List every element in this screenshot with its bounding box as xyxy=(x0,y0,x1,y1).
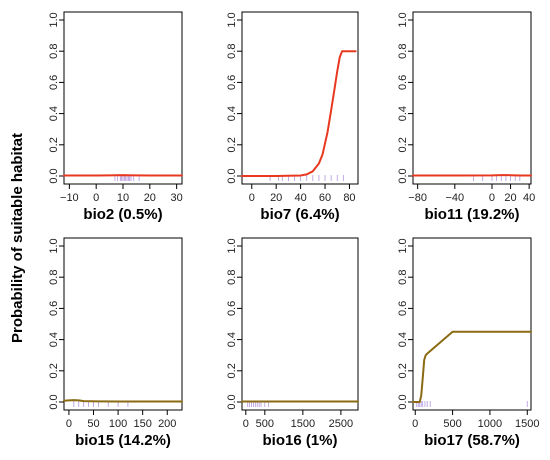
x-tick-label: 0 xyxy=(66,418,72,430)
panel-x-label: bio7 (6.4%) xyxy=(260,206,339,223)
plot-frame xyxy=(241,237,359,411)
x-tick-label: −40 xyxy=(445,192,464,204)
x-tick-label: 40 xyxy=(294,192,306,204)
panel-x-label: bio17 (58.7%) xyxy=(424,432,520,449)
y-tick-label: 0.8 xyxy=(48,270,60,285)
y-tick-label: 0.6 xyxy=(48,75,60,90)
plot-frame xyxy=(412,237,532,411)
y-tick-label: 0.0 xyxy=(48,394,60,409)
panel-x-label: bio2 (0.5%) xyxy=(83,206,162,223)
plot-frame xyxy=(63,11,183,185)
x-tick-label: 50 xyxy=(87,418,99,430)
y-tick-label: 0.6 xyxy=(226,75,238,90)
y-axis-label: Probability of suitable habitat xyxy=(9,133,26,343)
x-tick-label: 0 xyxy=(249,192,255,204)
y-tick-label: 0.4 xyxy=(397,332,409,347)
y-tick-label: 0.0 xyxy=(397,168,409,183)
x-tick-label: 30 xyxy=(171,192,183,204)
x-tick-label: 150 xyxy=(133,418,151,430)
x-tick-label: 0 xyxy=(93,192,99,204)
y-tick-label: 0.2 xyxy=(397,137,409,152)
y-tick-label: 0.8 xyxy=(397,270,409,285)
x-tick-label: 40 xyxy=(523,192,535,204)
x-tick-label: 100 xyxy=(109,418,127,430)
y-tick-label: 0.2 xyxy=(226,137,238,152)
y-tick-label: 0.4 xyxy=(226,106,238,121)
x-tick-label: 20 xyxy=(270,192,282,204)
y-tick-label: 0.4 xyxy=(48,332,60,347)
y-tick-label: 0.2 xyxy=(48,363,60,378)
y-tick-label: 0.4 xyxy=(397,106,409,121)
panel-bio15: 0.0 0.2 0.4 0.6 0.8 1.0 0 50 100 150 200 bio15 (14.… xyxy=(48,237,183,449)
panel-x-label: bio15 (14.2%) xyxy=(75,432,171,449)
x-tick-label: 10 xyxy=(117,192,129,204)
response-curve-line xyxy=(63,399,183,403)
panel-bio2: 0.0 0.2 0.4 0.6 0.8 1.0 −10 0 10 20 30 bio2 (0.5%) xyxy=(48,11,183,223)
x-tick-label: 1500 xyxy=(291,418,315,430)
panel-bio11: 0.0 0.2 0.4 0.6 0.8 1.0 −80 −40 0 20 40 bio11 (19.2… xyxy=(397,11,535,223)
response-curve-line xyxy=(412,330,532,403)
y-tick-label: 1.0 xyxy=(226,238,238,253)
x-tick-label: 20 xyxy=(504,192,516,204)
x-tick-label: 500 xyxy=(443,418,461,430)
y-tick-label: 0.8 xyxy=(397,44,409,59)
y-tick-label: 0.0 xyxy=(397,394,409,409)
y-tick-label: 0.6 xyxy=(226,301,238,316)
y-tick-label: 0.2 xyxy=(397,363,409,378)
panel-x-label: bio16 (1%) xyxy=(262,432,337,449)
x-tick-label: 0 xyxy=(412,418,418,430)
plot-frame xyxy=(63,237,183,411)
panel-bio7: 0.0 0.2 0.4 0.6 0.8 1.0 0 20 40 60 80 bio7 (6.4%) xyxy=(226,11,359,223)
y-tick-label: 0.2 xyxy=(226,363,238,378)
y-tick-label: 0.8 xyxy=(226,270,238,285)
panel-bio16: 0.0 0.2 0.4 0.6 0.8 1.0 0 500 1500 2500 bio16 (1%) xyxy=(226,237,359,449)
y-tick-label: 1.0 xyxy=(397,238,409,253)
y-tick-label: 1.0 xyxy=(48,238,60,253)
x-tick-label: −80 xyxy=(408,192,427,204)
y-tick-label: 0.6 xyxy=(48,301,60,316)
x-tick-label: 80 xyxy=(343,192,355,204)
plot-frame xyxy=(241,11,359,185)
x-tick-label: 1500 xyxy=(515,418,539,430)
y-tick-label: 0.0 xyxy=(48,168,60,183)
x-tick-label: −10 xyxy=(60,192,79,204)
y-tick-label: 0.6 xyxy=(397,301,409,316)
plot-frame xyxy=(412,11,532,185)
y-tick-label: 0.8 xyxy=(226,44,238,59)
panel-bio17: 0.0 0.2 0.4 0.6 0.8 1.0 0 500 1000 1500 bio17 (58.… xyxy=(397,237,540,449)
y-tick-label: 1.0 xyxy=(397,12,409,27)
y-tick-label: 0.4 xyxy=(226,332,238,347)
y-tick-label: 0.4 xyxy=(48,106,60,121)
x-tick-label: 1000 xyxy=(478,418,502,430)
y-tick-label: 1.0 xyxy=(48,12,60,27)
y-tick-label: 0.0 xyxy=(226,168,238,183)
x-tick-label: 500 xyxy=(256,418,274,430)
x-tick-label: 0 xyxy=(243,418,249,430)
y-tick-label: 0.0 xyxy=(226,394,238,409)
x-tick-label: 60 xyxy=(319,192,331,204)
y-tick-label: 0.2 xyxy=(48,137,60,152)
y-tick-label: 1.0 xyxy=(226,12,238,27)
y-tick-label: 0.6 xyxy=(397,75,409,90)
y-tick-label: 0.8 xyxy=(48,44,60,59)
panel-x-label: bio11 (19.2%) xyxy=(424,206,519,223)
x-tick-label: 200 xyxy=(158,418,176,430)
x-tick-label: 20 xyxy=(144,192,156,204)
x-tick-label: 0 xyxy=(489,192,495,204)
response-curve-line xyxy=(241,50,357,177)
x-tick-label: 2500 xyxy=(329,418,353,430)
